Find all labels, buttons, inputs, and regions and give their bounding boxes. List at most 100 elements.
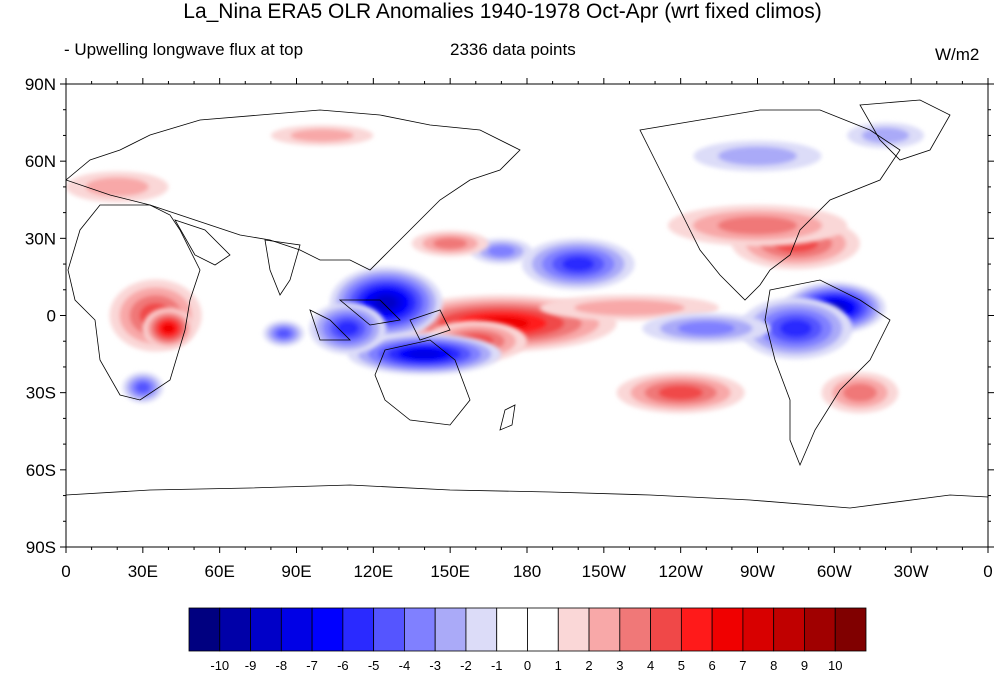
colorbar-label: 3 — [616, 658, 623, 673]
eurasia-outline — [66, 109, 521, 271]
anomaly-contour-fill — [574, 299, 685, 316]
longitude-axis: 0 30E 60E 90E 120E 150E 180 150W 120W 90W 60W 30W 0 — [61, 78, 993, 581]
lon-label: 30W — [894, 562, 929, 581]
lat-label: 60S — [26, 461, 56, 480]
anomaly-contour-fill — [677, 321, 735, 336]
colorbar-swatch — [250, 607, 282, 652]
anomaly-field — [66, 122, 924, 414]
colorbar-swatch — [650, 607, 682, 652]
colorbar-swatch — [742, 607, 775, 652]
colorbar-swatch — [527, 607, 559, 652]
anomaly-blob — [847, 122, 924, 149]
lon-label: 120W — [658, 562, 702, 581]
borneo-outline — [338, 299, 401, 326]
lon-label: 180 — [513, 562, 541, 581]
colorbar-label: 1 — [555, 658, 562, 673]
anomaly-blob — [66, 171, 169, 203]
anomaly-contour-fill — [276, 329, 291, 338]
lat-label: 90S — [26, 538, 56, 557]
latitude-axis: 90N 60N 30N 0 30S 60S 90S — [25, 75, 994, 557]
anomaly-blob — [667, 204, 848, 247]
anomaly-blob — [642, 312, 771, 344]
colorbar-swatch — [465, 607, 498, 652]
colorbar-swatch — [496, 607, 528, 652]
colorbar-label: 10 — [828, 658, 842, 673]
colorbar-label: 9 — [801, 658, 808, 673]
north-america-outline — [639, 109, 901, 301]
anomaly-contour-fill — [718, 146, 797, 166]
colorbar-label: -1 — [491, 658, 503, 673]
lon-label: 60E — [205, 562, 235, 581]
colorbar-label: 7 — [739, 658, 746, 673]
colorbar-label: -2 — [460, 658, 472, 673]
antarctica-outline — [66, 484, 988, 509]
colorbar-swatch — [804, 607, 836, 652]
arabia-outline — [174, 219, 231, 266]
anomaly-contour-fill — [375, 295, 397, 310]
colorbar-label: 0 — [524, 658, 531, 673]
lon-label: 90E — [281, 562, 311, 581]
colorbar-label: 6 — [709, 658, 716, 673]
anomaly-contour-fill — [658, 385, 703, 400]
colorbar-label: -8 — [276, 658, 288, 673]
australia-outline — [374, 339, 471, 426]
anomaly-contour-fill — [290, 129, 354, 142]
colorbar-label: -10 — [210, 658, 229, 673]
anomaly-blob — [521, 238, 635, 290]
coastlines — [66, 99, 988, 509]
anomaly-blob — [411, 230, 489, 257]
data-points-count: 2336 data points — [450, 40, 576, 59]
anomaly-contour-fill — [336, 321, 359, 336]
anomaly-blob — [693, 140, 822, 172]
colorbar: -10 -9 -8 -7 -6 -5 -4 -3 -2 -1 0 1 2 3 4 5 6 7 8 9 10 — [188, 607, 867, 673]
lon-label: 150E — [430, 562, 470, 581]
lat-label: 30S — [26, 384, 56, 403]
lon-label: 90W — [740, 562, 775, 581]
colorbar-swatch — [834, 607, 867, 652]
colorbar-swatch — [557, 607, 590, 652]
anomaly-blob — [270, 125, 374, 146]
south-america-outline — [764, 279, 891, 467]
colorbar-label: -4 — [399, 658, 411, 673]
colorbar-swatch — [680, 607, 713, 652]
lon-label: 60W — [817, 562, 852, 581]
lat-label: 30N — [25, 229, 56, 248]
colorbar-label: -3 — [429, 658, 441, 673]
colorbar-swatch — [219, 607, 251, 652]
anomaly-blob — [309, 302, 387, 355]
anomaly-blob — [616, 372, 745, 414]
colorbar-swatch — [619, 607, 651, 652]
colorbar-swatch — [342, 607, 375, 652]
anomaly-blob — [122, 372, 164, 403]
colorbar-swatch — [711, 607, 744, 652]
colorbar-label: -6 — [337, 658, 349, 673]
anomaly-contour-fill — [562, 256, 595, 272]
colorbar-label: -7 — [306, 658, 318, 673]
colorbar-swatch — [434, 607, 467, 652]
sumatra-outline — [309, 309, 351, 341]
anomaly-contour-fill — [162, 323, 175, 334]
india-outline — [264, 239, 301, 296]
colorbar-swatch — [404, 607, 436, 652]
colorbar-label: 5 — [678, 658, 685, 673]
anomaly-contour-fill — [85, 177, 149, 197]
anomaly-blob — [470, 238, 533, 265]
new-zealand-outline — [499, 404, 516, 431]
colorbar-swatch — [588, 607, 621, 652]
colorbar-label: -5 — [368, 658, 380, 673]
anomaly-contour-fill — [487, 245, 516, 257]
map-title: La_Nina ERA5 OLR Anomalies 1940-1978 Oct… — [183, 0, 822, 23]
lat-label: 60N — [25, 152, 56, 171]
colorbar-label: -9 — [245, 658, 257, 673]
new-guinea-outline — [409, 309, 451, 341]
lat-label: 0 — [47, 307, 56, 326]
colorbar-label: 8 — [770, 658, 777, 673]
lon-label: 0 — [61, 562, 70, 581]
anomaly-contour-fill — [408, 349, 441, 359]
anomaly-blob — [739, 297, 853, 360]
anomaly-contour-fill — [717, 216, 798, 235]
colorbar-label: 4 — [647, 658, 654, 673]
units-label: W/m2 — [935, 45, 980, 64]
anomaly-blob — [347, 333, 502, 375]
